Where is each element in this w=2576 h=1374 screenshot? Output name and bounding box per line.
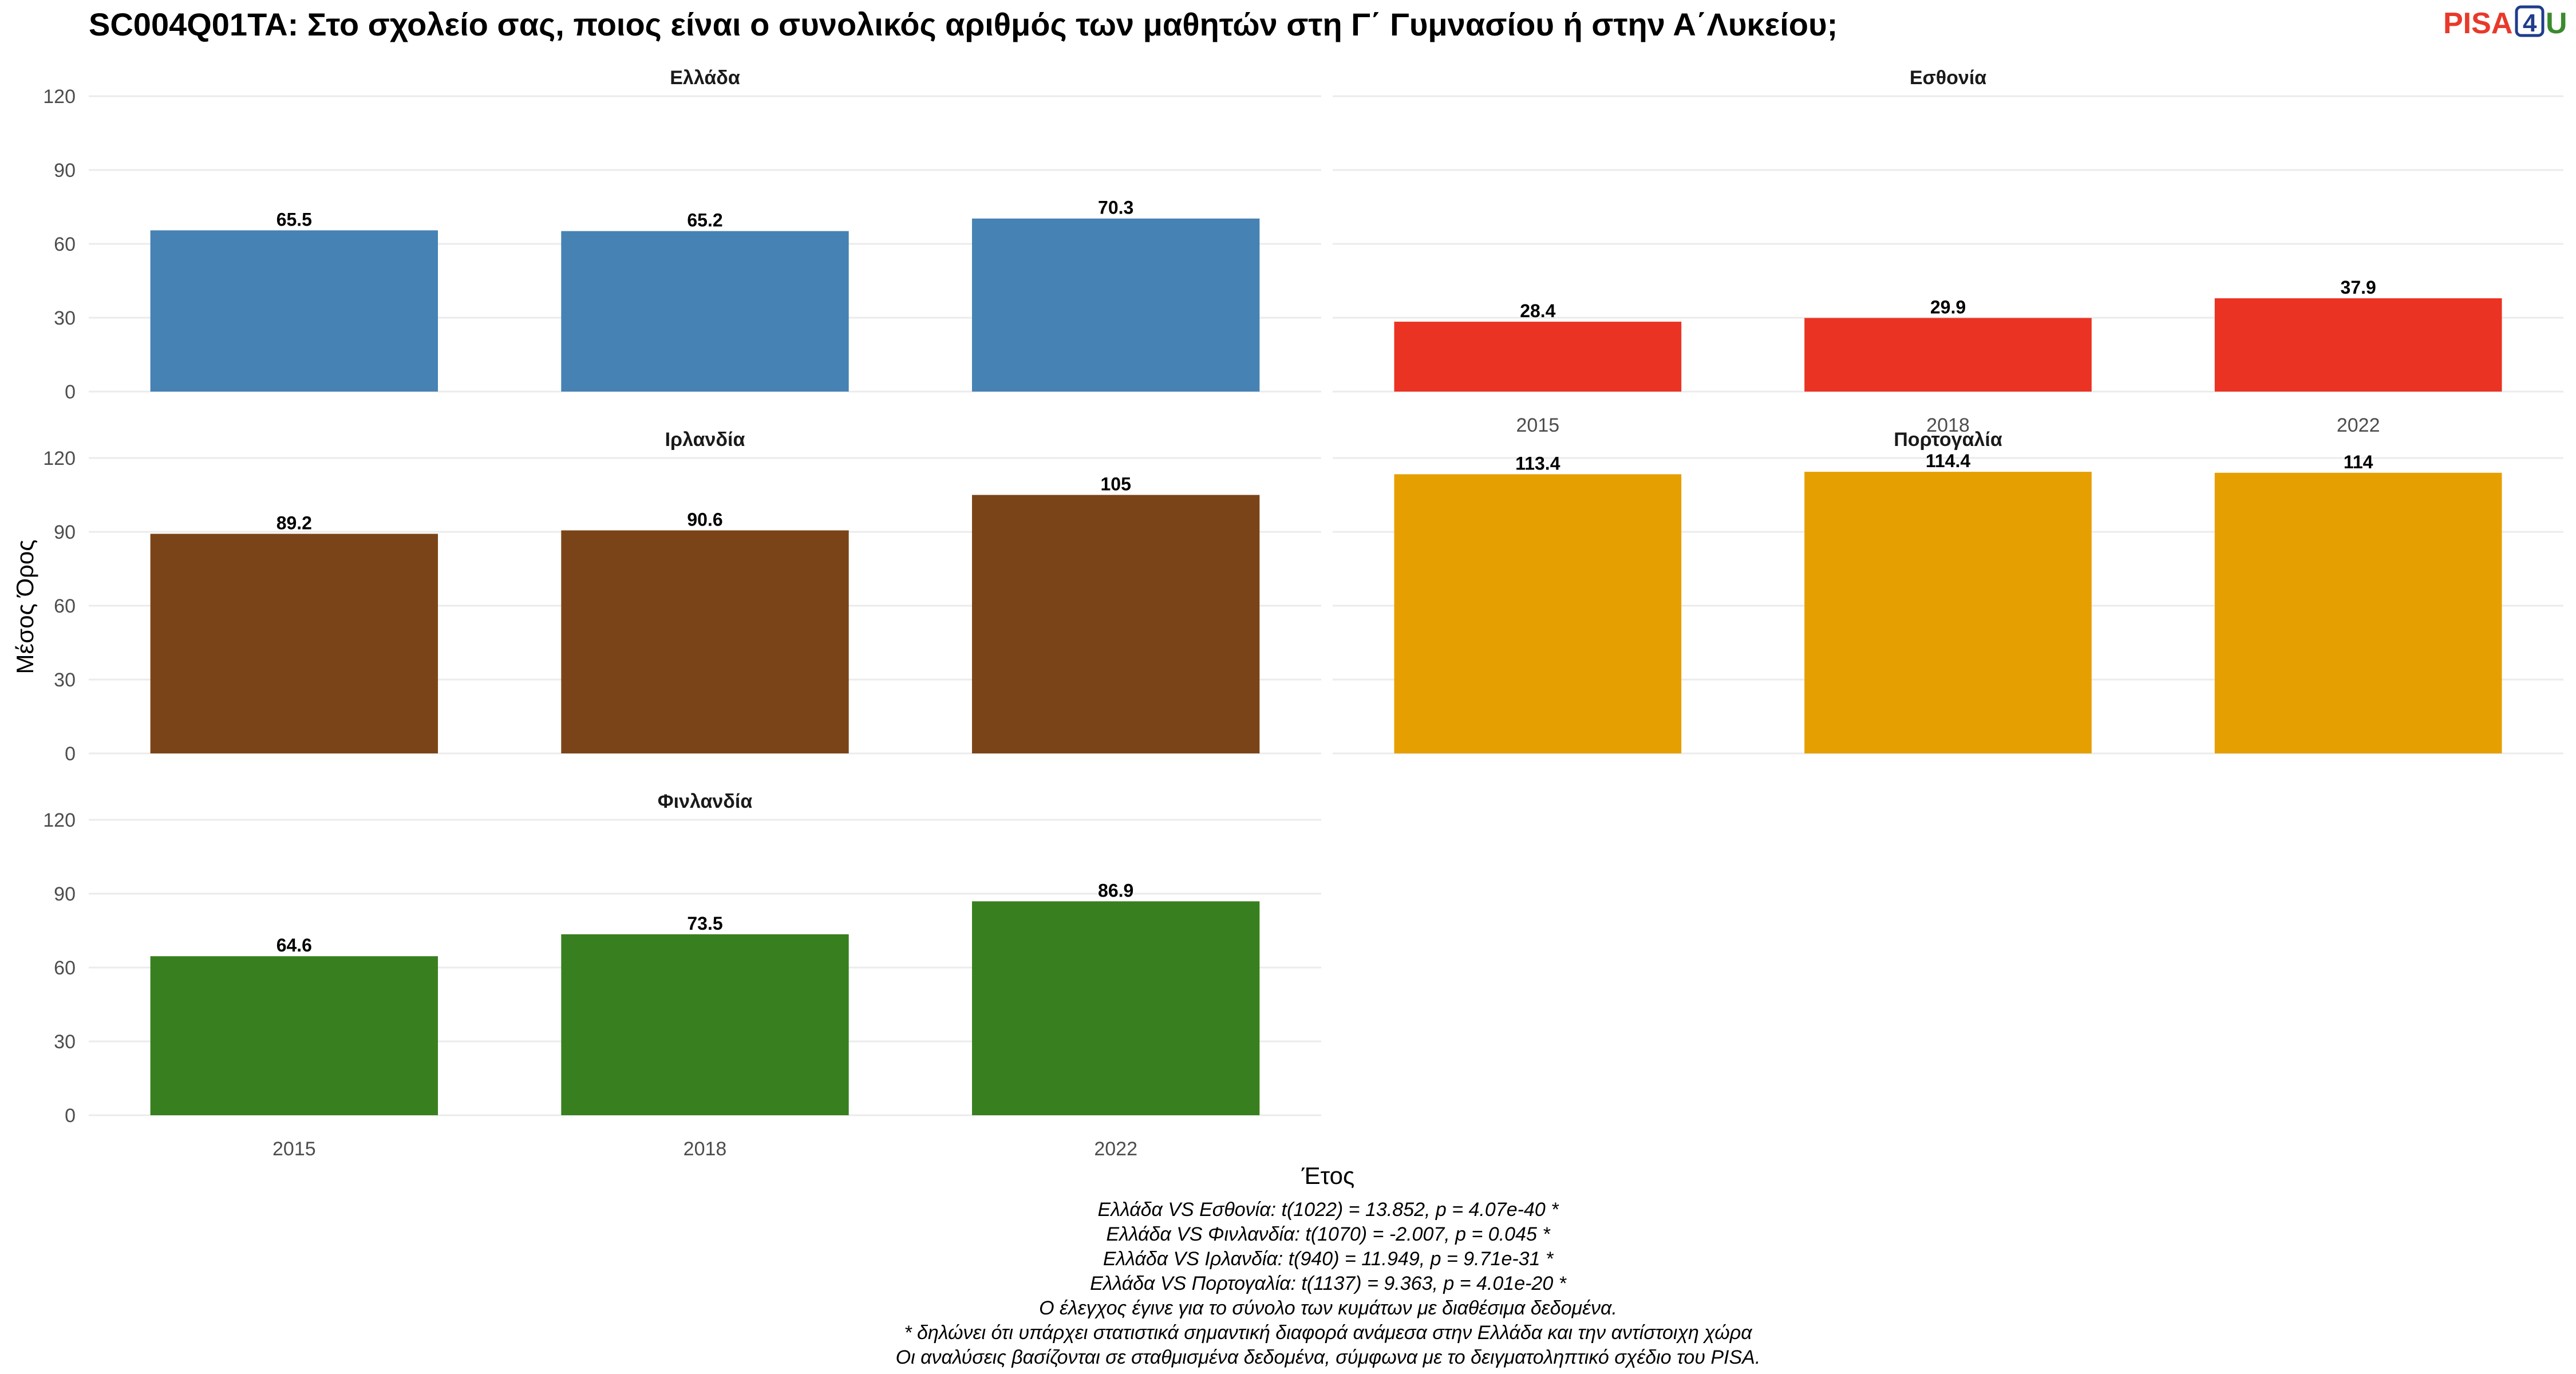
bar-value-label: 65.5 [276, 209, 312, 230]
bar-value-label: 70.3 [1098, 198, 1133, 218]
facet-title: Πορτογαλία [1894, 429, 2002, 451]
bar [971, 495, 1260, 753]
bar-value-label: 89.2 [276, 512, 312, 533]
logo-box [2515, 5, 2545, 37]
caption-line: Ελλάδα VS Φινλανδία: t(1070) = -2.007, p… [1106, 1223, 1551, 1245]
x-tick-label: 2015 [272, 1138, 316, 1160]
bar [2214, 298, 2502, 392]
x-tick-label: 2018 [1926, 414, 1970, 436]
y-tick-label: 120 [43, 448, 76, 469]
panel-3: 0 30 60 90 120 Ιρλανδία 89.2 90.6 105 [43, 429, 1321, 765]
y-tick-label: 90 [54, 522, 76, 543]
x-tick-label: 2022 [1094, 1138, 1137, 1160]
x-tick-label: 2018 [683, 1138, 727, 1160]
caption-line: Ο έλεγχος έγινε για το σύνολο των κυμάτω… [1039, 1297, 1617, 1319]
caption-line: * δηλώνει ότι υπάρχει στατιστικά σημαντι… [904, 1322, 1753, 1344]
facet-title: Ελλάδα [670, 67, 740, 89]
bar [1394, 474, 1682, 753]
panel-5: 0 30 60 90 120 Φινλανδία 64.6 2015 73.5 2018 86.9 2… [43, 791, 1321, 1160]
facet-panels: 0 30 60 90 120 Ελλάδα 65.5 65.2 70.3 Εσθονία 28.4 2… [43, 67, 2563, 1160]
logo-text-4: 4 [2523, 9, 2537, 37]
facet-title: Ιρλανδία [665, 429, 745, 451]
y-tick-label: 30 [54, 669, 76, 691]
y-tick-label: 60 [54, 234, 76, 255]
bar [971, 901, 1260, 1115]
bar-value-label: 28.4 [1520, 301, 1555, 321]
y-tick-label: 0 [65, 381, 76, 403]
facet-title: Φινλανδία [658, 791, 753, 812]
y-tick-label: 90 [54, 160, 76, 181]
bar [1804, 472, 2092, 753]
bar [561, 231, 849, 392]
x-tick-label: 2022 [2337, 414, 2380, 436]
y-tick-label: 0 [65, 743, 76, 765]
y-tick-label: 120 [43, 810, 76, 831]
chart-title: SC004Q01TA: Στο σχολείο σας, ποιος είναι… [89, 6, 1838, 42]
bar [561, 934, 849, 1115]
bar-value-label: 90.6 [687, 509, 722, 530]
bar [1804, 318, 2092, 392]
caption-line: Οι αναλύσεις βασίζονται σε σταθμισμένα δ… [896, 1347, 1761, 1368]
bar-value-label: 105 [1100, 474, 1131, 495]
bar [150, 956, 438, 1115]
bar [150, 534, 438, 753]
caption: Ελλάδα VS Εσθονία: t(1022) = 13.852, p =… [896, 1199, 1761, 1368]
x-axis-title: Έτος [1301, 1162, 1355, 1189]
facet-title: Εσθονία [1910, 67, 1986, 89]
panel-2: Εσθονία 28.4 2015 29.9 2018 37.9 2022 [1333, 67, 2563, 436]
bar [150, 230, 438, 392]
caption-line: Ελλάδα VS Πορτογαλία: t(1137) = 9.363, p… [1090, 1273, 1567, 1294]
panel-1: 0 30 60 90 120 Ελλάδα 65.5 65.2 70.3 [43, 67, 1321, 403]
bar-value-label: 29.9 [1930, 297, 1966, 317]
bar-value-label: 65.2 [687, 210, 722, 231]
bar [1394, 321, 1682, 392]
y-tick-label: 0 [65, 1105, 76, 1127]
caption-line: Ελλάδα VS Εσθονία: t(1022) = 13.852, p =… [1098, 1199, 1560, 1221]
bar-value-label: 114.4 [1926, 451, 1971, 471]
y-tick-label: 60 [54, 595, 76, 617]
y-tick-label: 120 [43, 86, 76, 108]
bar-value-label: 114 [2344, 452, 2373, 472]
y-tick-label: 30 [54, 1031, 76, 1053]
bar [561, 530, 849, 753]
bar-value-label: 73.5 [687, 913, 722, 934]
y-tick-label: 30 [54, 307, 76, 329]
x-tick-label: 2015 [1516, 414, 1560, 436]
logo-text-u: U [2546, 7, 2567, 40]
bar [2214, 472, 2502, 753]
pisa4u-logo: PISA 4 U [2443, 5, 2567, 40]
logo-text-pisa: PISA [2443, 7, 2512, 40]
bar-value-label: 86.9 [1098, 880, 1133, 901]
bar-value-label: 113.4 [1515, 453, 1560, 473]
y-tick-label: 90 [54, 883, 76, 905]
bar [971, 218, 1260, 392]
y-axis-title: Μέσος Όρος [11, 540, 38, 674]
caption-line: Ελλάδα VS Ιρλανδία: t(940) = 11.949, p =… [1103, 1248, 1554, 1270]
y-tick-label: 60 [54, 957, 76, 979]
bar-value-label: 64.6 [276, 935, 312, 956]
panel-4: Πορτογαλία 113.4 114.4 114 [1333, 429, 2563, 755]
bar-value-label: 37.9 [2341, 277, 2376, 298]
